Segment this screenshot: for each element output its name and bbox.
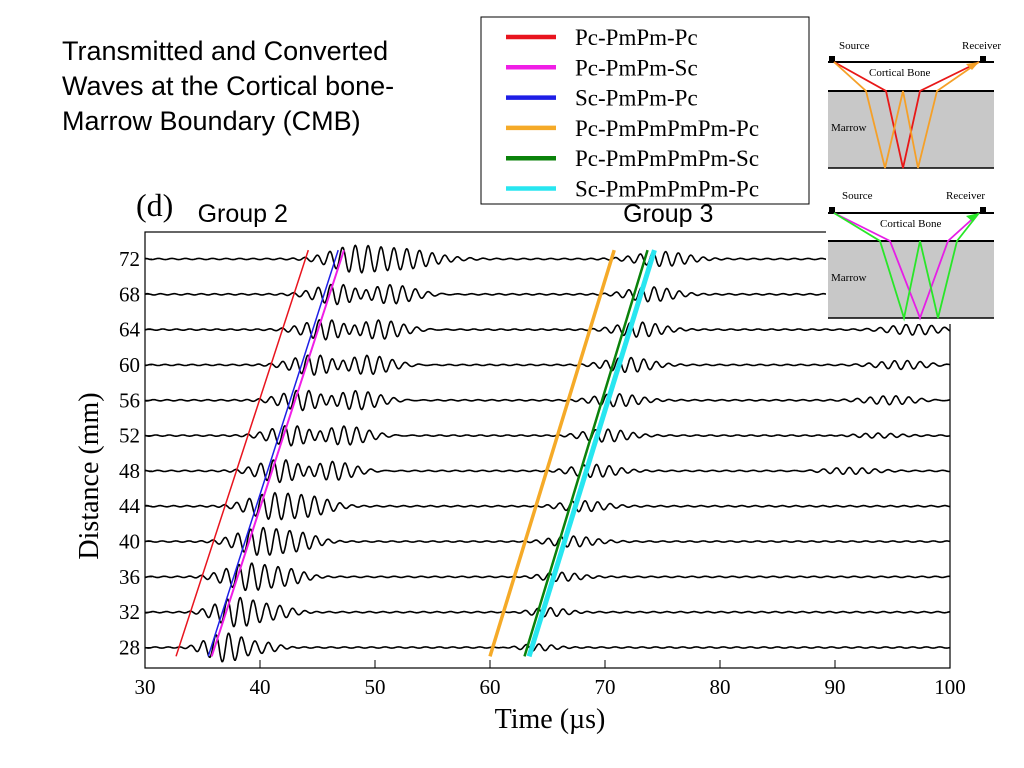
trace-36mm: [144, 562, 950, 592]
arrival-line-pc-pmpmpmpm-sc: [523, 249, 649, 657]
x-tick-label: 30: [135, 675, 156, 699]
inset-top-ray-red: [833, 61, 980, 169]
y-tick-label: 64: [119, 318, 141, 342]
slide-title: Transmitted and Converted Waves at the C…: [62, 34, 462, 139]
inset-bottom-receiver-block: [980, 207, 986, 213]
y-tick-label: 60: [119, 353, 140, 377]
inset-top-source-label: Source: [839, 40, 870, 52]
inset-top-receiver-label: Receiver: [962, 40, 1001, 52]
arrival-line-sc-pmpm-pc: [207, 249, 339, 657]
y-tick-label: 44: [119, 494, 141, 518]
inset-bottom-source-label: Source: [842, 190, 873, 202]
legend-label: Sc-PmPmPmPm-Pc: [575, 177, 759, 202]
trace-52mm: [144, 424, 951, 447]
trace-64mm: [144, 318, 951, 341]
legend-label: Pc-PmPmPmPm-Sc: [575, 146, 759, 171]
arrival-line-pc-pmpm-sc: [210, 249, 345, 657]
x-tick-label: 90: [825, 675, 846, 699]
inset-bottom-ray-magenta: [833, 212, 980, 321]
legend-label: Pc-PmPm-Pc: [575, 25, 698, 50]
legend-label: Pc-PmPm-Sc: [575, 55, 698, 80]
arrival-line-pc-pmpmpmpm-pc: [488, 249, 616, 657]
inset-top-arrow: [966, 62, 979, 70]
x-tick-label: 60: [480, 675, 501, 699]
inset-top: Source Receiver Cortical Bone Marrow: [826, 36, 1001, 172]
x-tick-label: 50: [365, 675, 386, 699]
trace-28mm: [144, 632, 951, 663]
group-labels: Group 2 Group 3: [198, 200, 714, 228]
inset-bottom-receiver-label: Receiver: [946, 190, 985, 202]
legend-box: [480, 16, 810, 205]
trace-56mm: [144, 389, 950, 412]
y-axis: 28 32 36 40 44 48 52 56 60 64 68 72: [119, 247, 152, 660]
x-tick-label: 100: [934, 675, 966, 699]
legend-items: Pc-PmPm-Pc Pc-PmPm-Sc Sc-PmPm-Pc Pc-PmPmPmP…: [506, 25, 759, 202]
trace-44mm: [144, 491, 951, 521]
y-tick-label: 36: [119, 565, 140, 589]
y-tick-label: 52: [119, 424, 140, 448]
title-line-2: Waves at the Cortical bone-: [62, 71, 395, 101]
legend: Pc-PmPm-Pc Pc-PmPm-Sc Sc-PmPm-Pc Pc-PmPmPmP…: [480, 16, 810, 205]
x-axis-label: Time (µs): [495, 704, 606, 735]
group-label: Group 2: [198, 200, 288, 228]
plot-frame: [144, 231, 951, 669]
inset-top-ray-orange: [833, 61, 980, 169]
inset-bottom-marrow: [828, 241, 994, 318]
arrival-line-pc-pmpm-pc: [175, 249, 310, 657]
trace-60mm: [145, 354, 951, 376]
x-tick-label: 80: [710, 675, 731, 699]
y-tick-label: 28: [119, 636, 140, 660]
arrival-line-sc-pmpmpmpm-pc: [526, 249, 657, 658]
trace-32mm: [144, 596, 951, 628]
x-tick-label: 70: [595, 675, 616, 699]
title-line-3: Marrow Boundary (CMB): [62, 106, 361, 136]
inset-top-receiver-block: [980, 56, 986, 62]
y-tick-label: 40: [119, 530, 140, 554]
inset-bottom-source-block: [829, 207, 835, 213]
y-tick-label: 32: [119, 600, 140, 624]
y-axis-label: Distance (mm): [74, 392, 105, 559]
trace-68mm: [144, 283, 951, 306]
x-axis: 30 40 50 60 70 80 90 100: [135, 660, 966, 699]
y-tick-label: 56: [119, 388, 140, 412]
legend-label: Pc-PmPmPmPm-Pc: [575, 116, 759, 141]
inset-bottom-layer-label: Cortical Bone: [880, 218, 942, 230]
trace-72mm: [145, 244, 950, 274]
inset-bottom-marrow-label: Marrow: [831, 272, 866, 284]
trace-40mm: [144, 526, 951, 557]
inset-top-marrow-label: Marrow: [831, 122, 866, 134]
y-tick-label: 72: [119, 247, 140, 271]
legend-label: Sc-PmPm-Pc: [575, 86, 698, 111]
y-tick-label: 48: [119, 459, 140, 483]
title-line-1: Transmitted and Converted: [62, 36, 389, 66]
panel-label: (d): [136, 187, 173, 223]
arrival-lines: [175, 249, 657, 658]
x-tick-label: 40: [250, 675, 271, 699]
inset-top-source-block: [829, 56, 835, 62]
inset-top-layer-label: Cortical Bone: [869, 67, 931, 79]
inset-bottom-ray-green: [833, 212, 980, 322]
traces: [144, 244, 951, 663]
y-tick-label: 68: [119, 282, 140, 306]
group-label: Group 3: [623, 200, 713, 228]
inset-bottom: Source Receiver Cortical Bone Marrow: [826, 186, 998, 324]
inset-bottom-arrow: [966, 213, 979, 222]
